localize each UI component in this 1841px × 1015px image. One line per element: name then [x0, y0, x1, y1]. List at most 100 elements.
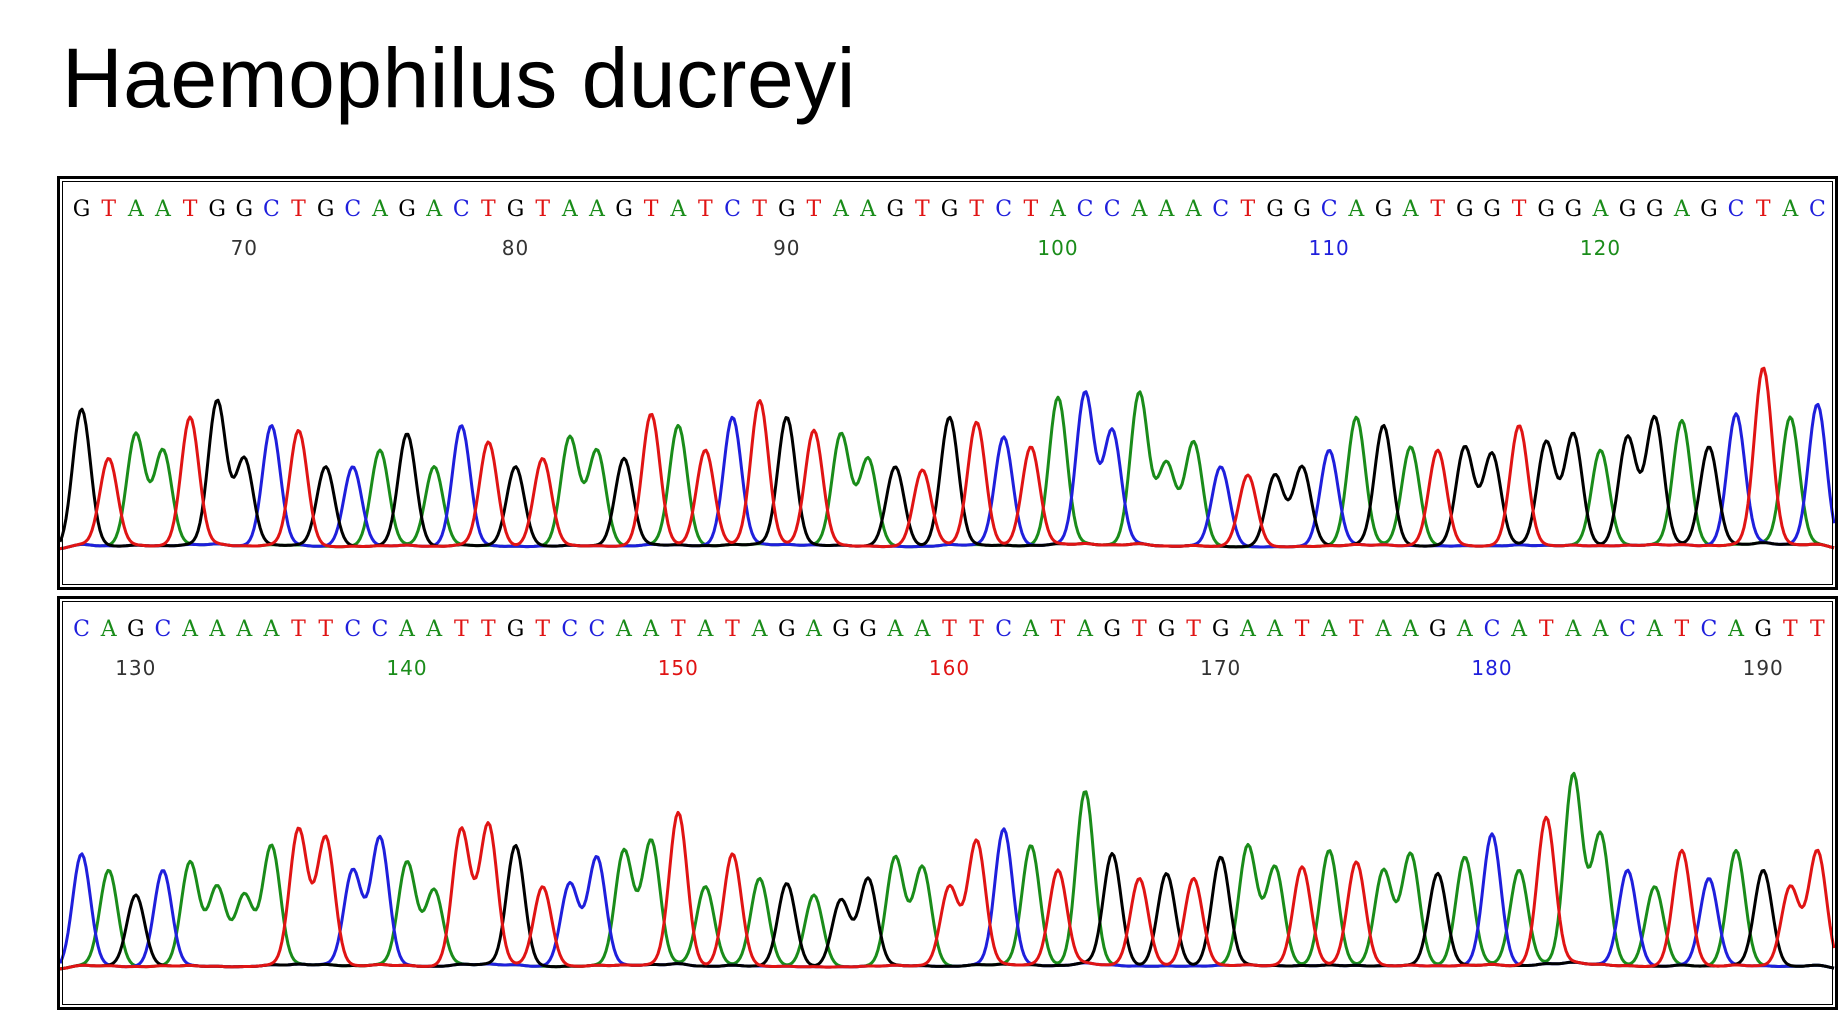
base-call-96: G — [941, 197, 959, 222]
base-call-97: T — [969, 197, 984, 222]
base-call-145: T — [535, 617, 550, 642]
base-call-72: T — [291, 197, 306, 222]
base-call-179: A — [1456, 617, 1474, 642]
trace-T — [60, 810, 1835, 971]
base-call-110: C — [1321, 197, 1338, 222]
position-label: 90 — [773, 236, 800, 260]
base-call-113: A — [1402, 197, 1420, 222]
base-call-181: A — [1510, 617, 1528, 642]
base-call-183: A — [1564, 617, 1582, 642]
base-call-127: A — [1781, 197, 1799, 222]
base-call-192: T — [1810, 617, 1825, 642]
base-call-94: G — [887, 197, 905, 222]
base-call-165: A — [1076, 617, 1094, 642]
base-call-71: C — [263, 197, 280, 222]
base-call-112: G — [1375, 197, 1393, 222]
base-call-144: G — [507, 617, 525, 642]
base-call-89: T — [752, 197, 767, 222]
base-call-119: G — [1565, 197, 1583, 222]
base-call-168: G — [1158, 617, 1176, 642]
position-label: 180 — [1471, 656, 1512, 680]
base-call-75: A — [371, 197, 389, 222]
base-call-93: A — [859, 197, 877, 222]
base-call-68: T — [183, 197, 198, 222]
base-call-185: C — [1619, 617, 1636, 642]
base-call-173: T — [1295, 617, 1310, 642]
base-call-187: T — [1674, 617, 1689, 642]
base-call-115: G — [1456, 197, 1474, 222]
base-call-126: T — [1756, 197, 1771, 222]
trace-C — [60, 827, 1835, 970]
base-call-86: A — [669, 197, 687, 222]
base-call-130: G — [127, 617, 145, 642]
base-call-95: T — [915, 197, 930, 222]
trace-G — [60, 398, 1835, 550]
base-call-155: A — [805, 617, 823, 642]
base-call-142: T — [454, 617, 469, 642]
base-call-103: A — [1130, 197, 1148, 222]
base-call-121: G — [1619, 197, 1637, 222]
base-call-70: G — [236, 197, 254, 222]
base-call-186: A — [1646, 617, 1664, 642]
base-call-184: A — [1592, 617, 1610, 642]
base-call-167: T — [1132, 617, 1147, 642]
base-call-128: C — [1809, 197, 1826, 222]
base-call-147: C — [588, 617, 605, 642]
base-call-136: T — [291, 617, 306, 642]
base-call-107: T — [1241, 197, 1256, 222]
base-call-137: T — [318, 617, 333, 642]
base-call-182: T — [1539, 617, 1554, 642]
base-call-64: G — [73, 197, 91, 222]
base-call-109: G — [1293, 197, 1311, 222]
base-call-81: T — [535, 197, 550, 222]
base-call-105: A — [1185, 197, 1203, 222]
base-call-156: G — [832, 617, 850, 642]
base-call-180: C — [1484, 617, 1501, 642]
position-label: 110 — [1309, 236, 1350, 260]
base-call-98: C — [995, 197, 1012, 222]
base-call-125: C — [1728, 197, 1745, 222]
base-call-74: C — [344, 197, 361, 222]
base-call-99: T — [1024, 197, 1039, 222]
base-call-79: T — [481, 197, 496, 222]
base-call-114: T — [1430, 197, 1445, 222]
base-call-131: C — [154, 617, 171, 642]
base-call-134: A — [235, 617, 253, 642]
base-call-138: C — [344, 617, 361, 642]
base-call-66: A — [127, 197, 145, 222]
base-call-120: A — [1592, 197, 1610, 222]
base-call-172: A — [1266, 617, 1284, 642]
base-call-177: A — [1402, 617, 1420, 642]
base-call-159: A — [913, 617, 931, 642]
base-call-106: C — [1212, 197, 1229, 222]
base-call-92: A — [832, 197, 850, 222]
base-call-104: A — [1158, 197, 1176, 222]
base-call-141: A — [425, 617, 443, 642]
base-call-190: G — [1754, 617, 1772, 642]
base-call-135: A — [262, 617, 280, 642]
base-call-102: C — [1104, 197, 1121, 222]
base-call-132: A — [181, 617, 199, 642]
base-call-143: T — [481, 617, 496, 642]
position-label: 130 — [115, 656, 156, 680]
trace-T — [60, 366, 1835, 551]
base-call-80: G — [507, 197, 525, 222]
base-call-87: T — [698, 197, 713, 222]
base-call-188: C — [1700, 617, 1717, 642]
base-call-67: A — [154, 197, 172, 222]
base-call-174: A — [1320, 617, 1338, 642]
base-call-163: A — [1022, 617, 1040, 642]
base-call-158: A — [886, 617, 904, 642]
position-label: 150 — [658, 656, 699, 680]
base-call-149: A — [642, 617, 660, 642]
position-label: 160 — [929, 656, 970, 680]
base-call-164: T — [1051, 617, 1066, 642]
position-label: 100 — [1037, 236, 1078, 260]
page-title: Haemophilus ducreyi — [62, 31, 856, 125]
base-call-154: G — [778, 617, 796, 642]
base-call-152: T — [725, 617, 740, 642]
base-call-150: T — [671, 617, 686, 642]
